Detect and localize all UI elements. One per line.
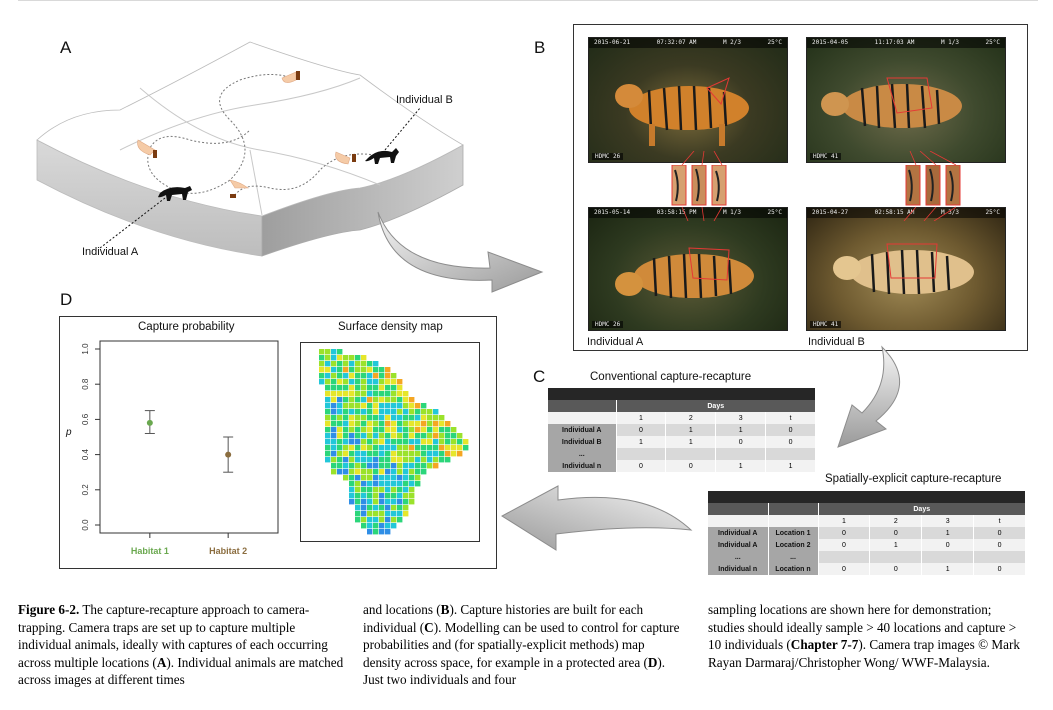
- caption-col-3: sampling locations are shown here for de…: [708, 602, 1020, 670]
- animal-a-silhouette: [158, 186, 192, 201]
- data-point: [225, 451, 232, 458]
- panel-a-landscape: [36, 41, 464, 257]
- table-row: ......: [708, 551, 1026, 563]
- capture-probability-chart: 0.0 0.2 0.4 0.6 0.8 1.0 Habitat 1 Habitat 2: [81, 340, 279, 556]
- camera-trap-4: [229, 179, 249, 198]
- chapter-link[interactable]: Chapter 7-7: [790, 637, 859, 653]
- capture-probability-title: Capture probability: [138, 321, 235, 333]
- individual-a-label: Individual A: [82, 246, 139, 258]
- animal-b-silhouette: [365, 148, 399, 164]
- individual-b-label: Individual B: [396, 94, 453, 106]
- x-category-label: Habitat 1: [131, 546, 169, 556]
- y-tick-label: 0.0: [81, 519, 90, 531]
- y-tick-label: 0.2: [81, 484, 90, 496]
- table-row: ...: [548, 448, 816, 460]
- y-tick-label: 0.6: [81, 413, 90, 425]
- y-tick-label: 0.4: [81, 448, 90, 460]
- conventional-days-header: Days: [616, 400, 816, 412]
- panel-a-letter: A: [60, 38, 72, 57]
- top-rule: [18, 0, 1038, 1]
- stripe-crops-a: [671, 165, 727, 206]
- conventional-title: Conventional capture-recapture: [590, 371, 752, 383]
- density-map: [319, 349, 469, 535]
- density-map-title: Surface density map: [338, 321, 443, 333]
- data-point: [146, 419, 153, 426]
- photo-label-individual-b: Individual B: [808, 336, 865, 348]
- camera-photo-2: 2015-04-05 11:17:03 AM M 1/3 25°C HDMC 41: [806, 37, 1006, 163]
- camera-trap-3: [335, 151, 356, 165]
- y-axis-label: p: [66, 427, 72, 438]
- camera-photo-4: 2015-04-27 02:58:15 AM M 3/3 25°C HDMC 41: [806, 207, 1006, 331]
- camera-trap-1: [281, 71, 300, 83]
- panel-c-letter: C: [533, 367, 546, 386]
- density-map-frame: [300, 342, 480, 542]
- panel-b-letter: B: [534, 38, 546, 57]
- caption-col-1: Figure 6-2. The capture-recapture approa…: [18, 602, 344, 688]
- panel-b-frame: 2015-06-21 07:32:07 AM M 2/3 25°C HDMC 26 2…: [573, 24, 1028, 351]
- stripe-crops-b: [905, 165, 961, 206]
- caption-col-2: and locations (B). Capture histories are…: [363, 602, 680, 688]
- arrow-b-to-c: [837, 345, 900, 448]
- y-tick-label: 0.8: [81, 378, 90, 390]
- spatial-days-header: Days: [818, 503, 1026, 515]
- plot-box: [99, 340, 279, 534]
- camera-photo-3: 2015-05-14 03:58:15 PM M 1/3 25°C HDMC 26: [588, 207, 788, 331]
- y-tick-label: 1.0: [81, 343, 90, 355]
- camera-trap-2: [137, 139, 157, 158]
- match-lines: [681, 151, 957, 221]
- arrow-c-to-d: [501, 485, 693, 551]
- camera-photo-1: 2015-06-21 07:32:07 AM M 2/3 25°C HDMC 26: [588, 37, 788, 163]
- panel-d-frame: Capture probability Surface density map …: [59, 316, 497, 569]
- panel-d-letter: D: [60, 290, 73, 309]
- photo-label-individual-a: Individual A: [587, 336, 644, 348]
- spatial-title: Spatially-explicit capture-recapture: [825, 473, 1002, 485]
- arrow-a-to-b: [377, 211, 544, 293]
- x-category-label: Habitat 2: [209, 546, 247, 556]
- figure-label: Figure 6-2.: [18, 602, 80, 617]
